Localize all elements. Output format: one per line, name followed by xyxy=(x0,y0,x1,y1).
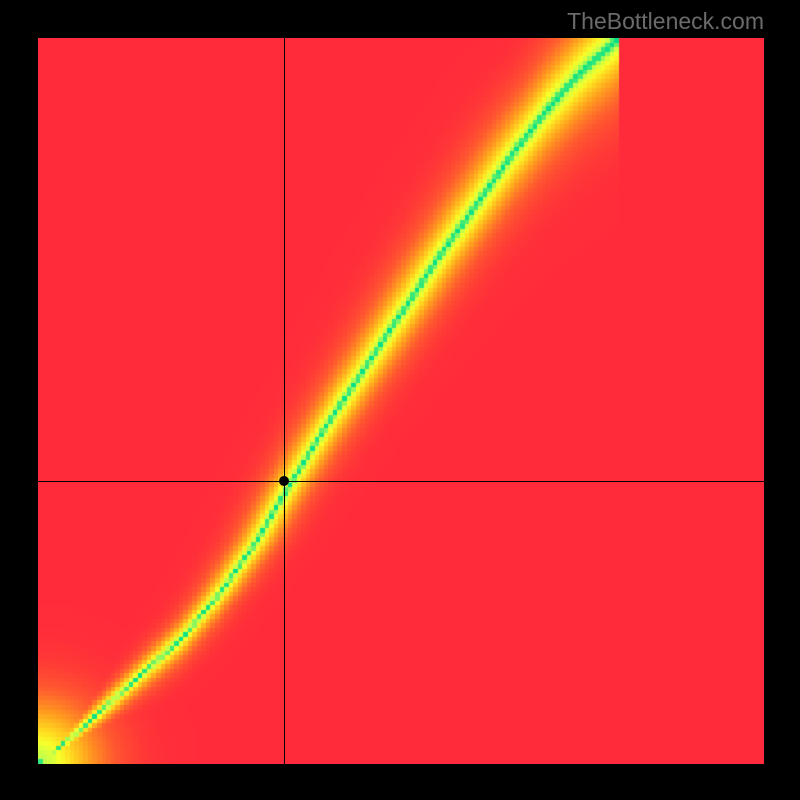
crosshair-vertical xyxy=(284,38,285,764)
bottleneck-heatmap xyxy=(38,38,764,764)
crosshair-marker xyxy=(279,476,289,486)
watermark-text: TheBottleneck.com xyxy=(567,8,764,35)
crosshair-horizontal xyxy=(38,481,764,482)
